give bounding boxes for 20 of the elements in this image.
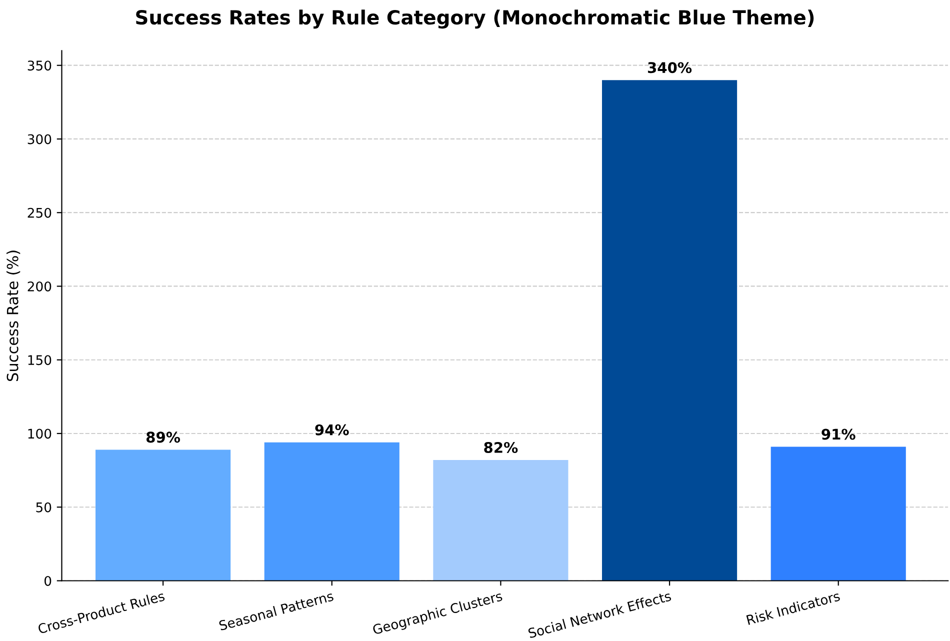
- data-label: 94%: [315, 424, 349, 436]
- data-label: 89%: [146, 432, 180, 443]
- y-tick-label: 350: [28, 60, 52, 71]
- chart-title: Success Rates by Rule Category (Monochromatic Blue Theme): [136, 10, 814, 29]
- y-axis-title: Success Rate (%): [6, 250, 20, 382]
- y-tick-label: 200: [28, 281, 52, 292]
- bar: [433, 460, 568, 581]
- data-label: 340%: [648, 62, 692, 74]
- y-tick-label: 50: [36, 502, 52, 512]
- y-tick-label: 150: [28, 355, 52, 366]
- bar: [770, 446, 906, 581]
- bar: [602, 80, 738, 581]
- y-tick-label: 300: [28, 134, 52, 144]
- data-label: 91%: [822, 428, 856, 440]
- y-tick-label: 100: [28, 428, 52, 439]
- y-tick-label: 250: [28, 208, 52, 218]
- bar: [264, 442, 400, 581]
- y-tick-label: 0: [44, 576, 52, 586]
- data-label: 82%: [484, 442, 518, 454]
- bar: [96, 450, 231, 581]
